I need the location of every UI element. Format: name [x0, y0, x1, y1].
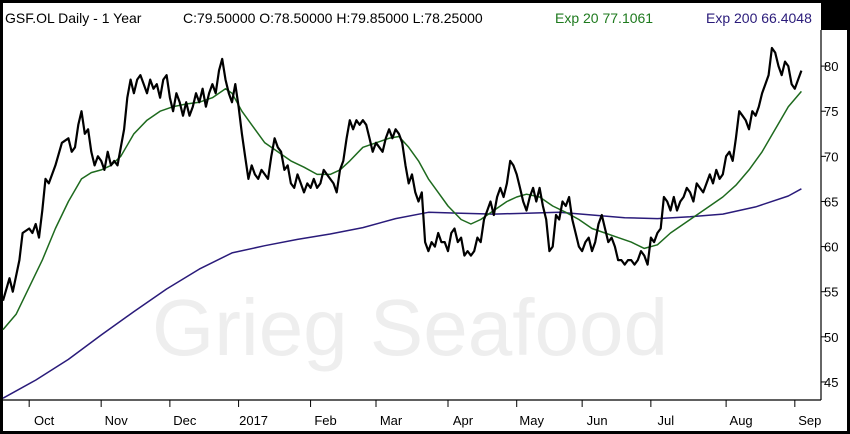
- x-tick-label: Apr: [453, 413, 474, 428]
- y-tick-label: 70: [824, 149, 838, 164]
- symbol-label: GSF.OL Daily - 1 Year: [5, 10, 142, 26]
- y-tick-label: 75: [824, 104, 838, 119]
- y-tick-label: 80: [824, 59, 838, 74]
- y-axis: 45 50 55 60 65 70 75 80: [821, 59, 838, 390]
- x-tick-label: May: [519, 413, 544, 428]
- series-line-price: [1, 46, 803, 302]
- y-tick-label: 65: [824, 194, 838, 209]
- y-tick-label: 45: [824, 375, 838, 390]
- plot-background: [3, 3, 821, 400]
- x-tick-label: Mar: [380, 413, 403, 428]
- series-layer: [1, 46, 803, 399]
- y-tick-label: 55: [824, 285, 838, 300]
- x-tick-label: Dec: [173, 413, 197, 428]
- ema20-label: Exp 20 77.1061: [555, 10, 653, 26]
- x-tick-label: Feb: [314, 413, 336, 428]
- x-tick-label: Oct: [34, 413, 55, 428]
- x-tick-label: Sep: [798, 413, 821, 428]
- x-tick-label: Jul: [658, 413, 675, 428]
- x-tick-label: Aug: [730, 413, 753, 428]
- y-axis-panel: [821, 30, 847, 400]
- x-tick-label: 2017: [239, 413, 268, 428]
- x-axis: Oct Nov Dec 2017 Feb Mar Apr May Jun Jul Aug Sep: [28, 400, 821, 428]
- ema200-label: Exp 200 66.4048: [706, 10, 812, 26]
- series-line-ema200: [2, 188, 802, 399]
- chart-header: GSF.OL Daily - 1 Year C:79.50000 O:78.50…: [5, 10, 812, 26]
- watermark: Grieg Seafood: [152, 283, 668, 372]
- x-tick-label: Jun: [587, 413, 608, 428]
- ohlc-label: C:79.50000 O:78.50000 H:79.85000 L:78.25…: [183, 10, 483, 26]
- x-tick-label: Nov: [105, 413, 129, 428]
- y-tick-label: 50: [824, 330, 838, 345]
- y-tick-label: 60: [824, 240, 838, 255]
- x-axis-panel: [3, 400, 847, 431]
